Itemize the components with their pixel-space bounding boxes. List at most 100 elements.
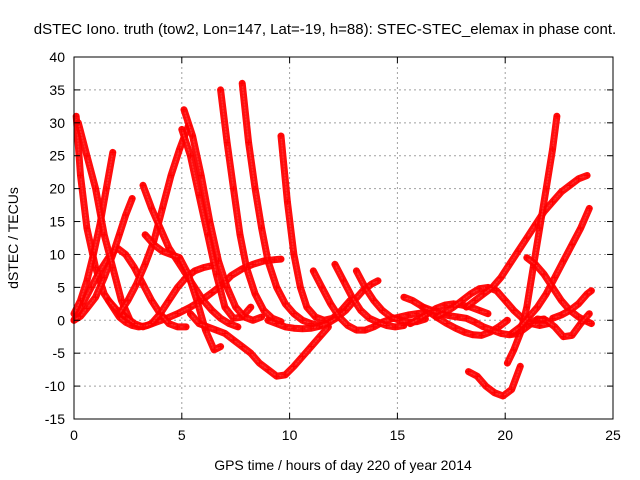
y-tick-label: -10 <box>45 378 65 394</box>
data-point <box>148 205 155 212</box>
data-point <box>168 251 175 258</box>
data-point <box>221 304 228 311</box>
data-point <box>297 284 304 291</box>
data-point <box>249 261 256 268</box>
data-point <box>407 320 414 327</box>
series-layer <box>70 79 595 400</box>
y-tick-label: 10 <box>49 246 65 262</box>
series-texture <box>142 184 239 328</box>
data-point <box>525 313 532 320</box>
y-axis-label: dSTEC / TECUs <box>5 187 21 289</box>
data-point <box>208 289 215 296</box>
y-tick-label: -15 <box>45 411 65 427</box>
data-point <box>472 319 479 326</box>
data-point <box>344 322 351 329</box>
data-point <box>241 313 248 320</box>
data-point <box>549 198 556 205</box>
data-point <box>517 363 524 370</box>
data-point <box>454 313 461 320</box>
y-tick-label: 35 <box>49 82 65 98</box>
data-point <box>465 368 472 375</box>
data-point <box>226 320 233 327</box>
data-point <box>273 284 280 291</box>
data-point <box>290 251 297 258</box>
data-point <box>139 182 146 189</box>
data-point <box>258 225 265 232</box>
data-point <box>575 175 582 182</box>
data-point <box>469 331 476 338</box>
data-point <box>392 323 399 330</box>
data-point <box>187 310 194 317</box>
series-pass-12 <box>186 310 332 380</box>
data-point <box>83 152 90 159</box>
x-tick-label: 15 <box>390 427 406 443</box>
data-point <box>77 297 84 304</box>
data-point <box>299 317 306 324</box>
data-point <box>484 310 491 317</box>
data-point <box>510 307 517 314</box>
data-point <box>586 310 593 317</box>
data-point <box>174 310 181 317</box>
data-point <box>575 313 582 320</box>
data-point <box>217 86 224 93</box>
data-point <box>239 343 246 350</box>
data-point <box>459 297 466 304</box>
data-point <box>478 332 485 339</box>
data-point <box>180 106 187 113</box>
series-texture <box>409 303 489 325</box>
data-point <box>282 323 289 330</box>
data-point <box>441 302 448 309</box>
data-point <box>553 113 560 120</box>
data-point <box>558 312 565 319</box>
data-point <box>370 323 377 330</box>
data-point <box>405 312 412 319</box>
data-point <box>265 366 272 373</box>
data-point <box>299 353 306 360</box>
data-point <box>489 284 496 291</box>
data-point <box>472 297 479 304</box>
data-point <box>217 343 224 350</box>
data-point <box>234 323 241 330</box>
data-point <box>549 315 556 322</box>
data-point <box>357 307 364 314</box>
data-point <box>284 198 291 205</box>
x-tick-label: 5 <box>178 427 186 443</box>
data-point <box>101 274 108 281</box>
data-point <box>196 320 203 327</box>
data-point <box>200 297 207 304</box>
data-point <box>118 297 125 304</box>
data-point <box>534 304 541 311</box>
series-texture <box>280 135 351 322</box>
data-point <box>543 290 550 297</box>
data-point <box>387 313 394 320</box>
data-point <box>502 297 509 304</box>
data-point <box>560 258 567 265</box>
data-point <box>506 261 513 268</box>
data-point <box>96 267 103 274</box>
data-point <box>101 231 108 238</box>
data-point <box>443 320 450 327</box>
data-point <box>88 284 95 291</box>
data-point <box>362 327 369 334</box>
data-point <box>523 254 530 261</box>
data-point <box>103 185 110 192</box>
series-texture <box>510 207 591 335</box>
data-point <box>504 360 511 367</box>
data-point <box>165 297 172 304</box>
data-point <box>551 323 558 330</box>
data-point <box>273 373 280 380</box>
data-point <box>101 290 108 297</box>
data-point <box>510 346 517 353</box>
data-point <box>176 254 183 261</box>
x-axis-label: GPS time / hours of day 220 of year 2014 <box>214 457 472 473</box>
series-pass-25 <box>465 362 524 400</box>
data-point <box>316 323 323 330</box>
data-point <box>92 185 99 192</box>
data-point <box>245 139 252 146</box>
data-point <box>588 320 595 327</box>
data-point <box>105 297 112 304</box>
data-point <box>433 313 440 320</box>
tick-layer: 0 5 10 15 20 25 -15 -10 -5 0 5 10 15 20 25 30 35 40 <box>45 49 621 443</box>
series-texture <box>551 289 593 320</box>
data-point <box>441 309 448 316</box>
